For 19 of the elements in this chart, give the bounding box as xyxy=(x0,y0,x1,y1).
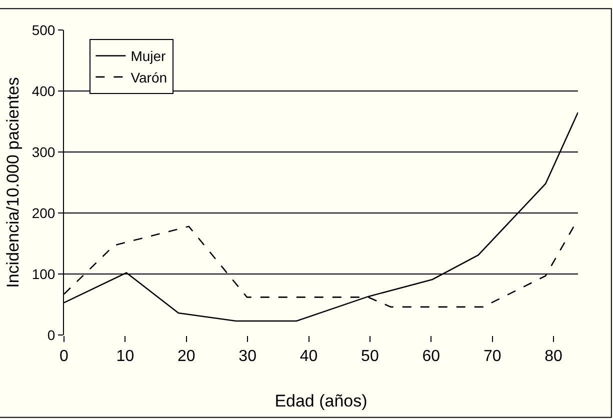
y-tick-label: 500 xyxy=(32,22,56,38)
y-tick-label: 100 xyxy=(32,266,56,282)
legend-label: Mujer xyxy=(130,48,166,64)
y-tick-label: 200 xyxy=(32,204,56,221)
x-tick-label: 10 xyxy=(116,348,134,366)
x-tick-label: 20 xyxy=(177,348,196,366)
x-tick-label: 0 xyxy=(60,348,69,366)
x-tick-label: 30 xyxy=(238,348,257,366)
y-axis-title: Incidencia/10.000 pacientes xyxy=(3,77,22,288)
legend-label: Varón xyxy=(130,69,168,86)
y-tick-label: 300 xyxy=(32,144,56,160)
y-tick-label: 0 xyxy=(47,326,56,343)
x-tick-label: 80 xyxy=(544,348,563,366)
x-tick-label: 70 xyxy=(483,348,502,366)
x-tick-label: 60 xyxy=(422,348,440,366)
x-tick-label: 50 xyxy=(361,348,379,366)
x-axis-title: Edad (años) xyxy=(274,392,368,411)
y-tick-label: 400 xyxy=(32,82,56,99)
x-tick-label: 40 xyxy=(300,348,318,366)
